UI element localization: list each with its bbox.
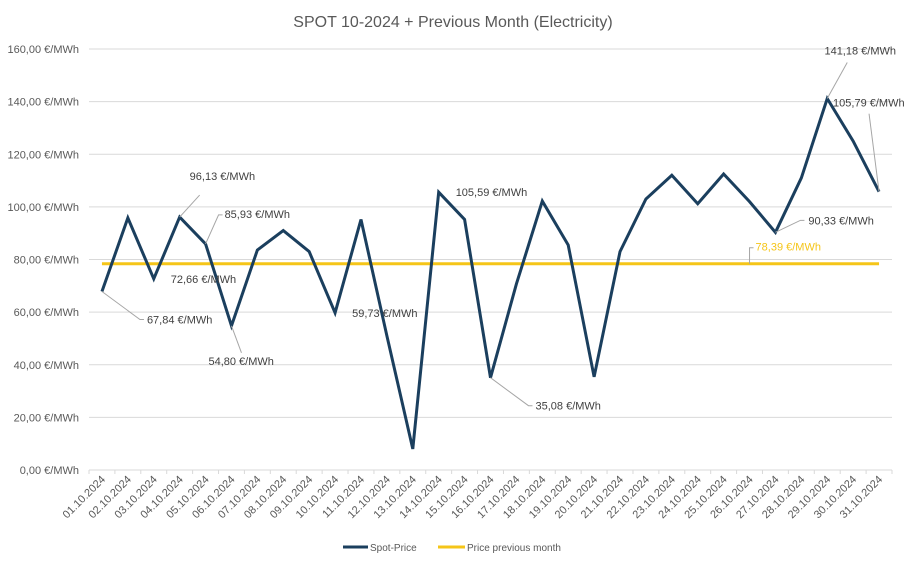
data-label-leader [868, 113, 880, 192]
data-label-leader [179, 194, 201, 218]
y-tick-label: 0,00 €/MWh [20, 465, 79, 477]
y-tick-label: 80,00 €/MWh [14, 255, 79, 267]
data-label: 72,66 €/MWh [171, 274, 236, 286]
data-label: 105,79 €/MWh [833, 98, 905, 110]
data-label-leader [205, 214, 223, 245]
data-label: 67,84 €/MWh [147, 314, 212, 326]
data-label-leader [775, 219, 805, 233]
y-tick-label: 120,00 €/MWh [7, 149, 79, 161]
legend-label-spot-price: Spot-Price [370, 543, 417, 554]
data-label-leader [749, 247, 754, 264]
legend: Spot-Price Price previous month [343, 543, 561, 554]
data-label: 105,59 €/MWh [456, 187, 528, 199]
gridlines [89, 48, 892, 471]
data-label-leader [230, 325, 242, 353]
y-tick-label: 100,00 €/MWh [7, 202, 79, 214]
data-label: 90,33 €/MWh [808, 215, 873, 227]
data-labels: 67,84 €/MWh 72,66 €/MWh 96,13 €/MWh 85,93 €… [101, 46, 905, 413]
y-tick-label: 160,00 €/MWh [7, 44, 79, 56]
data-label: 141,18 €/MWh [824, 46, 896, 58]
x-axis: 01.10.202402.10.202403.10.202404.10.2024… [61, 470, 893, 521]
y-axis: 0,00 €/MWh 20,00 €/MWh 40,00 €/MWh 60,00 €/… [7, 44, 79, 477]
data-label-leader [490, 377, 533, 407]
data-label: 85,93 €/MWh [225, 209, 290, 221]
data-label: 35,08 €/MWh [536, 401, 601, 413]
data-label-leader [826, 62, 848, 99]
data-label-leader [101, 291, 144, 320]
y-tick-label: 20,00 €/MWh [14, 412, 79, 424]
y-tick-label: 40,00 €/MWh [14, 360, 79, 372]
y-tick-label: 60,00 €/MWh [14, 307, 79, 319]
legend-label-price-previous-month: Price previous month [467, 543, 561, 554]
chart-title: SPOT 10-2024 + Previous Month (Electrici… [293, 14, 612, 31]
data-label: 78,39 €/MWh [756, 242, 821, 254]
data-label: 96,13 €/MWh [190, 171, 255, 183]
data-label: 54,80 €/MWh [208, 356, 273, 368]
data-label: 59,73 €/MWh [352, 308, 417, 320]
y-tick-label: 140,00 €/MWh [7, 97, 79, 109]
